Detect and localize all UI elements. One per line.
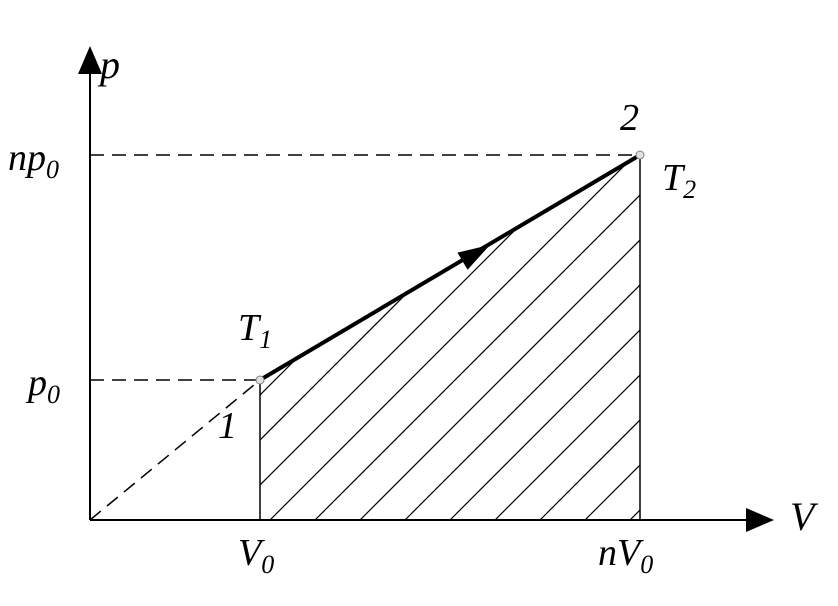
t1-label: T1 bbox=[238, 307, 272, 354]
p0-label: p0 bbox=[25, 362, 60, 409]
nv0-label: nV0 bbox=[598, 532, 653, 579]
point1-marker bbox=[256, 376, 264, 384]
x-axis-label: V bbox=[790, 494, 819, 539]
diagram-svg: p V p0 np0 V0 nV0 T1 T2 1 2 bbox=[0, 0, 838, 606]
dashed-origin-to-point1 bbox=[90, 380, 260, 520]
pv-diagram: p V p0 np0 V0 nV0 T1 T2 1 2 bbox=[0, 0, 838, 606]
point2-marker bbox=[636, 151, 644, 159]
process-arrow-icon bbox=[457, 236, 495, 270]
t2-label: T2 bbox=[662, 157, 696, 204]
v0-label: V0 bbox=[238, 532, 274, 579]
process-line bbox=[260, 155, 640, 380]
y-axis-label: p bbox=[97, 42, 120, 87]
hatched-region bbox=[90, 80, 838, 520]
np0-label: np0 bbox=[8, 137, 59, 184]
point1-num: 1 bbox=[218, 405, 237, 447]
p0-text: p bbox=[25, 362, 47, 404]
point2-num: 2 bbox=[620, 97, 639, 139]
